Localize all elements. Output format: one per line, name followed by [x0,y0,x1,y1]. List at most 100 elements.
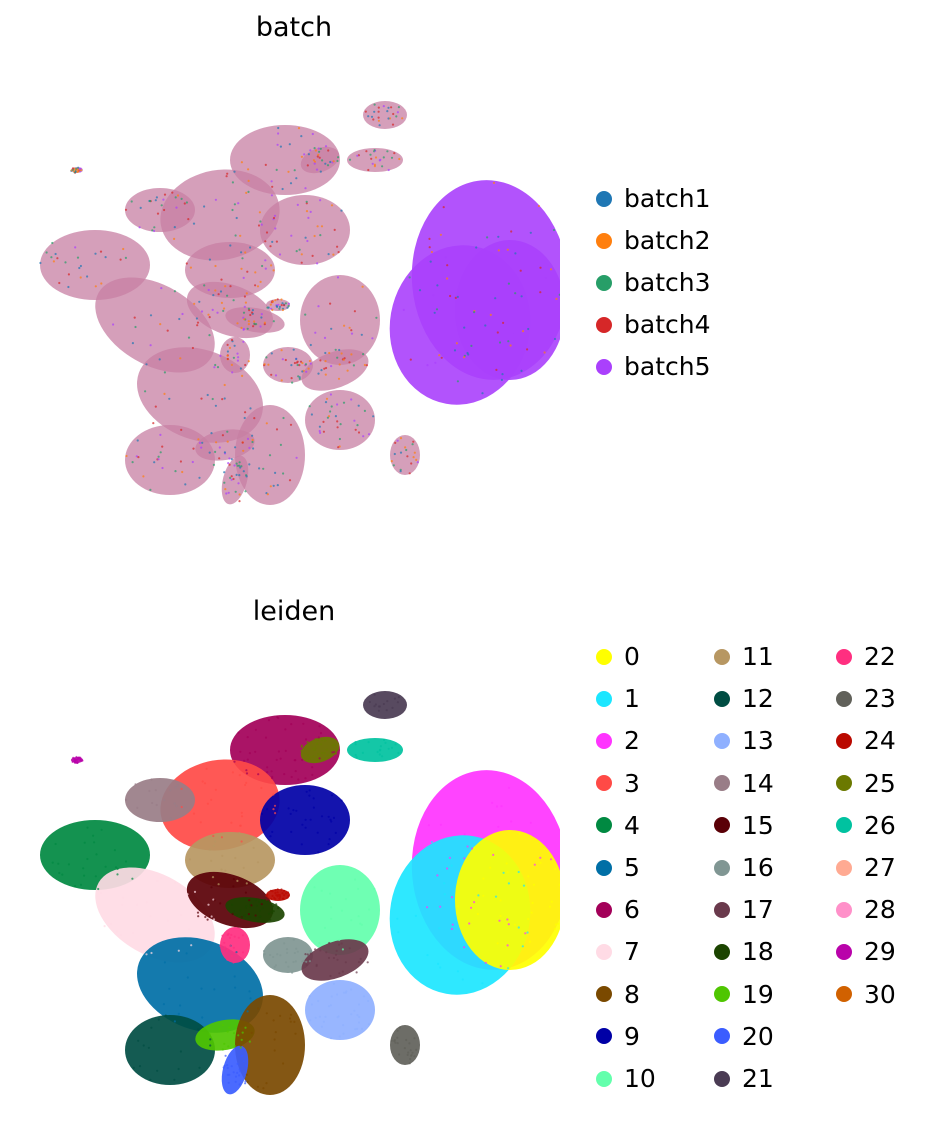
leiden-point [368,908,371,911]
batch-point [399,437,403,440]
leiden-point [239,824,242,827]
batch-point [218,446,221,449]
batch-point [521,330,525,333]
batch-point [214,404,217,407]
batch-point [326,416,329,419]
leiden-point [356,1027,359,1030]
leiden-point [466,845,469,848]
leiden-point [248,752,251,755]
leiden-legend-marker [836,943,852,960]
leiden-point [318,725,321,728]
leiden-point [71,760,74,763]
batch-point [334,415,337,418]
batch-point [79,276,82,279]
leiden-point [275,903,278,906]
leiden-point [265,1012,268,1015]
batch-point [309,362,312,365]
leiden-point [300,749,303,752]
leiden-cluster [300,865,380,955]
leiden-point [95,853,98,856]
batch-point [226,430,229,433]
batch-point [244,363,247,367]
batch-point [295,456,298,459]
leiden-point [174,881,177,884]
batch-point [501,373,504,376]
leiden-point [394,1041,397,1044]
batch-point [157,455,160,458]
leiden-point [206,918,209,921]
batch-cluster [363,101,407,129]
leiden-point [357,887,360,890]
batch-point [236,359,239,362]
batch-point [513,333,516,336]
batch-point [321,159,324,162]
leiden-point [518,832,521,835]
leiden-legend-marker [596,901,612,918]
batch-point [377,110,380,113]
batch-point [236,352,239,355]
batch-point [242,449,245,452]
batch-point [253,417,256,420]
leiden-legend-label: 20 [742,1021,774,1051]
leiden-point [366,961,369,964]
batch-point [240,326,243,329]
batch-point [229,476,232,479]
leiden-point [236,879,239,882]
leiden-point [226,1064,229,1067]
batch-point [316,155,319,158]
batch-point [76,256,80,259]
leiden-point [341,948,344,951]
batch-point [481,392,484,395]
leiden-point [293,1020,296,1023]
leiden-point [506,871,509,874]
leiden-point [492,853,495,856]
batch-point [310,413,313,416]
leiden-point [390,746,394,749]
leiden-point [234,1080,237,1083]
batch-point [163,392,166,395]
leiden-point [318,941,321,945]
leiden-point [443,893,446,896]
batch-point [162,198,165,201]
batch-point [260,313,263,316]
batch-point [156,212,160,215]
leiden-point [81,759,84,762]
batch-point [221,434,224,437]
batch-point [189,266,192,269]
batch-point [393,452,396,456]
batch-point [375,316,378,319]
leiden-point [312,806,315,809]
leiden-point [317,851,320,854]
batch-point [239,234,242,237]
batch-point [254,284,257,287]
leiden-point [124,860,128,863]
leiden-point [344,898,347,901]
batch-point [500,378,503,381]
leiden-point [149,915,152,918]
leiden-legend-marker [714,901,730,918]
batch-point [208,451,211,454]
leiden-point [272,808,275,811]
batch-point [270,264,273,267]
leiden-point [344,991,347,994]
leiden-point [75,761,78,764]
leiden-point [322,1020,325,1023]
leiden-point [558,883,560,886]
batch-point [225,492,228,495]
leiden-point [221,1048,224,1051]
leiden-point [252,846,255,849]
batch-point [174,196,177,199]
batch-point [506,248,509,251]
batch-point [278,307,281,310]
leiden-legend-item: 25 [836,769,896,798]
batch-point [306,239,309,243]
leiden-point [410,1053,413,1057]
leiden-point [273,966,276,969]
batch-point [446,264,449,267]
leiden-point [220,868,223,871]
leiden-point [350,988,353,991]
batch-point [369,153,372,156]
leiden-point [549,858,553,861]
batch-point [237,202,240,205]
leiden-point [329,1004,332,1007]
